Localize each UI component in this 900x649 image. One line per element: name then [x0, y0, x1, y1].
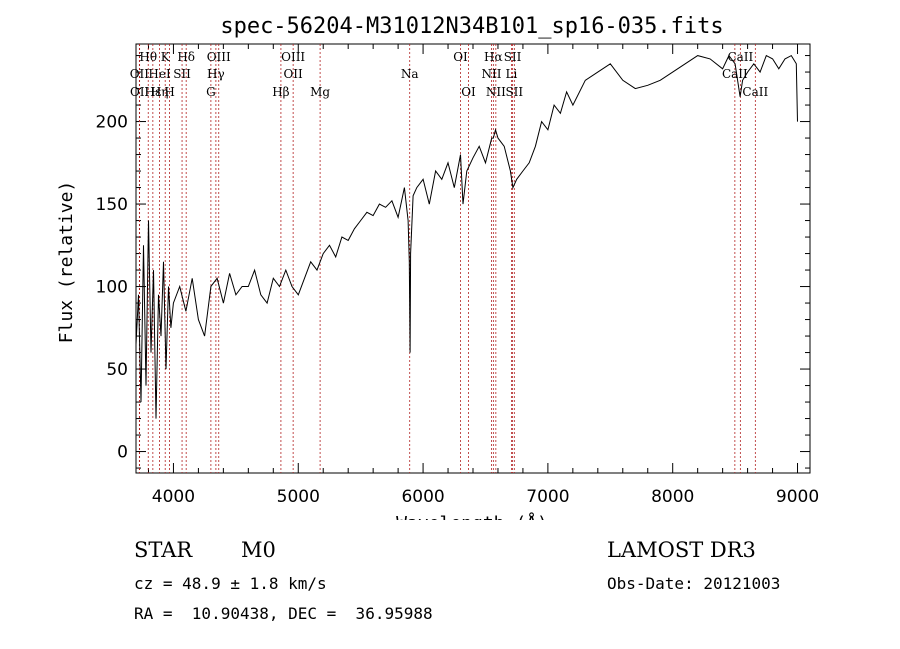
spectral-line-label: OII [130, 67, 150, 81]
y-tick-label: 50 [106, 360, 128, 380]
plot-border [135, 43, 811, 474]
minor-ticks [136, 44, 810, 473]
chart-title: spec-56204-M31012N34B101_sp16-035.fits [220, 14, 723, 39]
spectral-line-label: OII [283, 67, 303, 81]
flux-series-line [135, 54, 798, 419]
spectral-line-label: Hγ [207, 67, 225, 81]
x-tick-label: 4000 [152, 487, 195, 507]
spectral-line-label: Mg [310, 85, 330, 99]
spectral-line-label: SII [505, 85, 523, 99]
spectral-line-label: Hθ [139, 50, 157, 64]
spectral-line-label: Hβ [272, 85, 289, 99]
spectral-line-label: Li [506, 67, 518, 81]
y-tick-label: 200 [96, 113, 128, 133]
spectral-line-label: OI [461, 85, 476, 99]
coordinates-readout: RA = 10.90438, DEC = 36.95988 [134, 604, 433, 623]
spectral-line-label: K [161, 50, 171, 64]
spectral-line-label: Hε [145, 85, 162, 99]
x-tick-label: 8000 [651, 487, 694, 507]
spectral-line-label: NII [481, 67, 501, 81]
object-subclass: M0 [241, 538, 276, 562]
x-tick-label: 5000 [277, 487, 320, 507]
spectral-line-label: Na [401, 67, 419, 81]
survey-name: LAMOST DR3 [607, 538, 756, 562]
spectral-line-label: CaII [727, 50, 753, 64]
spectral-line-label: Hα [484, 50, 503, 64]
spectral-line-label: SII [504, 50, 522, 64]
plot-frame [135, 43, 811, 474]
y-tick-label: 100 [96, 278, 128, 298]
x-tick-label: 6000 [401, 487, 444, 507]
x-tick-label: 9000 [776, 487, 819, 507]
spectral-line-label: SII [173, 67, 191, 81]
y-tick-label: 0 [117, 443, 128, 463]
x-axis-label: Wavelength (Å) [396, 512, 548, 520]
spectral-line-label: OIII [207, 50, 231, 64]
series-layer [135, 54, 798, 419]
y-axis-label: Flux (relative) [56, 181, 77, 344]
spectral-line-label: Hη [151, 85, 169, 99]
y-tick-label: 150 [96, 195, 128, 215]
x-axis-ticks: 4000 5000 6000 7000 8000 9000 [152, 44, 819, 507]
spectral-line-label: OIII [281, 50, 305, 64]
object-class: STAR [134, 538, 193, 562]
spectral-line-label: G [206, 85, 216, 99]
spectral-line-label: CaII [742, 85, 768, 99]
spectrum-chart: spec-56204-M31012N34B101_sp16-035.fits 4… [56, 14, 819, 520]
y-axis-ticks: 0 50 100 150 200 [96, 113, 810, 463]
spectral-line-label: Hδ [177, 50, 195, 64]
redshift-readout: cz = 48.9 ± 1.8 km/s [134, 574, 327, 593]
spectral-line-label: OI [453, 50, 468, 64]
spectral-line-label: H [164, 85, 174, 99]
spectral-line-label: CaII [722, 67, 748, 81]
x-tick-label: 7000 [526, 487, 569, 507]
spectral-line-label: HeI [148, 67, 171, 81]
spectral-line-label: OII [130, 85, 150, 99]
spectral-line-label: NII [486, 85, 506, 99]
spectral-line-markers [138, 44, 756, 473]
observation-date: Obs-Date: 20121003 [607, 574, 781, 593]
